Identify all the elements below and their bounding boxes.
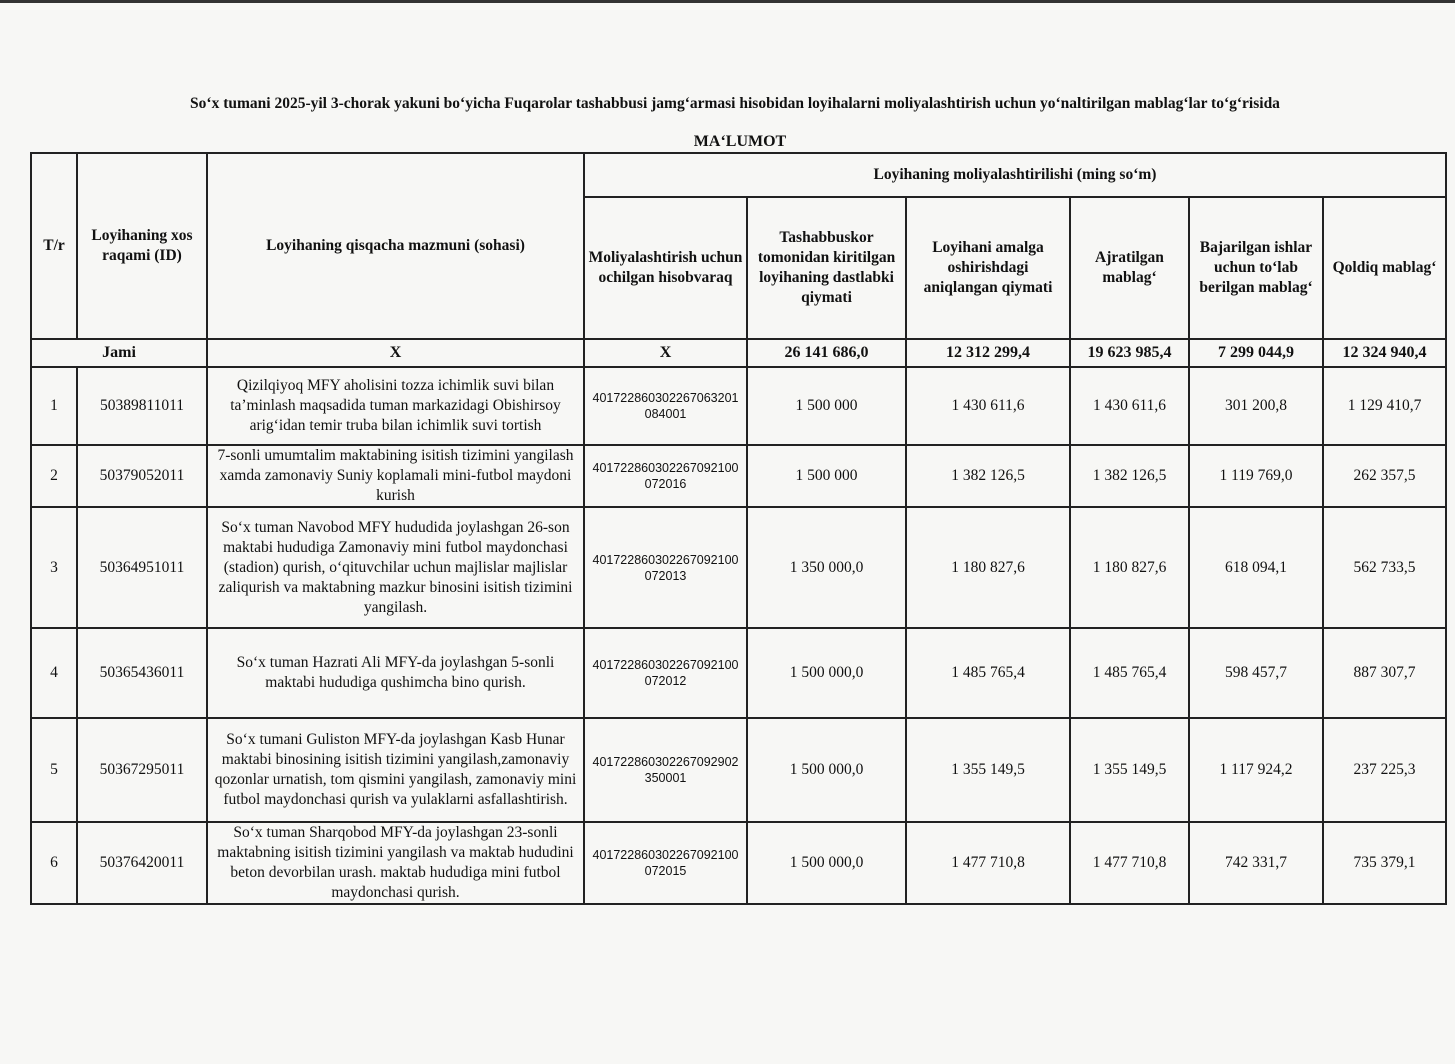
cell-initial: 1 350 000,0 [746, 506, 907, 629]
cell-paid: 598 457,7 [1188, 627, 1324, 719]
table-row: 2 50379052011 7-sonli umumtalim maktabinin… [30, 444, 1447, 508]
funding-table: T/r Loyihaning xos raqami (ID) Loyihanin… [30, 152, 1447, 905]
cell-paid: 742 331,7 [1188, 821, 1324, 905]
header-account: Moliyalashtirish uchun ochilgan hisobvar… [583, 196, 748, 340]
header-funding-group: Loyihaning moliyalashtirilishi (ming so‘… [583, 152, 1447, 198]
cell-num: 3 [30, 506, 78, 629]
cell-actual: 1 485 765,4 [905, 627, 1071, 719]
cell-initial: 1 500 000,0 [746, 821, 907, 905]
cell-actual: 1 477 710,8 [905, 821, 1071, 905]
cell-initial: 1 500 000 [746, 444, 907, 508]
total-actual: 12 312 299,4 [905, 338, 1071, 368]
cell-allocated: 1 430 611,6 [1069, 366, 1190, 446]
cell-account: 401722860302267092100 072012 [583, 627, 748, 719]
page-edge [0, 0, 1455, 3]
cell-num: 5 [30, 717, 78, 823]
cell-account: 401722860302267092100 072015 [583, 821, 748, 905]
table-row: 3 50364951011 So‘x tuman Navobod MFY hudud… [30, 506, 1447, 629]
total-row: Jami X X 26 141 686,0 12 312 299,4 19 62… [30, 338, 1447, 368]
cell-summary: So‘x tuman Hazrati Ali MFY-da joylashgan… [206, 627, 585, 719]
cell-remaining: 1 129 410,7 [1322, 366, 1447, 446]
cell-initial: 1 500 000 [746, 366, 907, 446]
cell-account: 401722860302267092100 072013 [583, 506, 748, 629]
cell-account: 401722860302267063201 084001 [583, 366, 748, 446]
cell-id: 50364951011 [76, 506, 208, 629]
header-initial: Tashabbuskor tomonidan kiritilgan loyiha… [746, 196, 907, 340]
cell-num: 6 [30, 821, 78, 905]
total-label: Jami [30, 338, 208, 368]
cell-remaining: 237 225,3 [1322, 717, 1447, 823]
total-remaining: 12 324 940,4 [1322, 338, 1447, 368]
table-row: 1 50389811011 Qizilqiyoq MFY aholisini toz… [30, 366, 1447, 446]
cell-num: 2 [30, 444, 78, 508]
cell-allocated: 1 355 149,5 [1069, 717, 1190, 823]
cell-paid: 1 117 924,2 [1188, 717, 1324, 823]
cell-allocated: 1 382 126,5 [1069, 444, 1190, 508]
header-num: T/r [30, 152, 78, 340]
header-remaining: Qoldiq mablag‘ [1322, 196, 1447, 340]
table-row: 4 50365436011 So‘x tuman Hazrati Ali MFY-d… [30, 627, 1447, 719]
cell-remaining: 887 307,7 [1322, 627, 1447, 719]
total-paid: 7 299 044,9 [1188, 338, 1324, 368]
cell-actual: 1 355 149,5 [905, 717, 1071, 823]
cell-initial: 1 500 000,0 [746, 717, 907, 823]
cell-num: 4 [30, 627, 78, 719]
cell-actual: 1 430 611,6 [905, 366, 1071, 446]
total-allocated: 19 623 985,4 [1069, 338, 1190, 368]
header-actual: Loyihani amalga oshirishdagi aniqlangan … [905, 196, 1071, 340]
total-initial: 26 141 686,0 [746, 338, 907, 368]
document-subtitle: MA‘LUMOT [693, 133, 787, 150]
cell-remaining: 262 357,5 [1322, 444, 1447, 508]
cell-summary: So‘x tuman Sharqobod MFY-da joylashgan 2… [206, 821, 585, 905]
cell-allocated: 1 477 710,8 [1069, 821, 1190, 905]
document-title: So‘x tumani 2025-yil 3-chorak yakuni bo‘… [190, 95, 1280, 112]
cell-id: 50379052011 [76, 444, 208, 508]
cell-id: 50367295011 [76, 717, 208, 823]
cell-remaining: 562 733,5 [1322, 506, 1447, 629]
cell-account: 401722860302267092902 350001 [583, 717, 748, 823]
cell-id: 50365436011 [76, 627, 208, 719]
header-id: Loyihaning xos raqami (ID) [76, 152, 208, 340]
cell-actual: 1 382 126,5 [905, 444, 1071, 508]
cell-id: 50389811011 [76, 366, 208, 446]
cell-initial: 1 500 000,0 [746, 627, 907, 719]
table-row: 5 50367295011 So‘x tumani Guliston MFY-da … [30, 717, 1447, 823]
cell-summary: 7-sonli umumtalim maktabining isitish ti… [206, 444, 585, 508]
cell-paid: 1 119 769,0 [1188, 444, 1324, 508]
header-summary: Loyihaning qisqacha mazmuni (sohasi) [206, 152, 585, 340]
cell-summary: Qizilqiyoq MFY aholisini tozza ichimlik … [206, 366, 585, 446]
cell-id: 50376420011 [76, 821, 208, 905]
cell-summary: So‘x tuman Navobod MFY hududida joylashg… [206, 506, 585, 629]
header-allocated: Ajratilgan mablag‘ [1069, 196, 1190, 340]
cell-allocated: 1 485 765,4 [1069, 627, 1190, 719]
cell-summary: So‘x tumani Guliston MFY-da joylashgan K… [206, 717, 585, 823]
header-paid: Bajarilgan ishlar uchun to‘lab berilgan … [1188, 196, 1324, 340]
cell-account: 401722860302267092100 072016 [583, 444, 748, 508]
cell-actual: 1 180 827,6 [905, 506, 1071, 629]
cell-allocated: 1 180 827,6 [1069, 506, 1190, 629]
table-row: 6 50376420011 So‘x tuman Sharqobod MFY-da … [30, 821, 1447, 905]
total-account: X [583, 338, 748, 368]
cell-num: 1 [30, 366, 78, 446]
cell-paid: 618 094,1 [1188, 506, 1324, 629]
total-summary: X [206, 338, 585, 368]
cell-remaining: 735 379,1 [1322, 821, 1447, 905]
cell-paid: 301 200,8 [1188, 366, 1324, 446]
